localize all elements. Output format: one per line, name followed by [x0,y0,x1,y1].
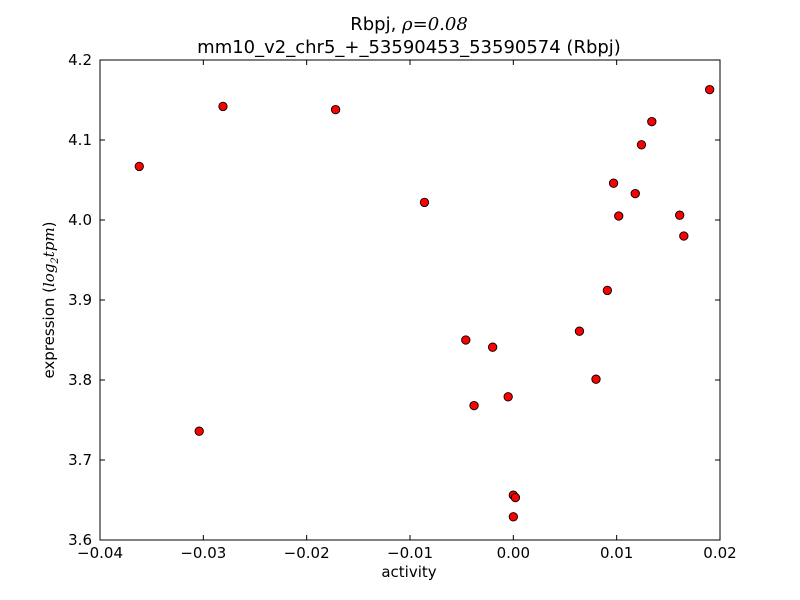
x-tick-label: −0.04 [77,544,123,562]
x-tick-label: 0.02 [703,544,736,562]
x-tick-label: 0.01 [600,544,633,562]
data-point [614,211,624,221]
title-line-1: Rbpj, ρ=0.08 [350,14,468,35]
x-tick-label: −0.03 [180,544,226,562]
data-point [679,231,689,241]
title-line-2: mm10_v2_chr5_+_53590453_53590574 (Rbpj) [197,37,621,58]
data-point [636,140,647,150]
x-tick-label: −0.01 [387,544,433,562]
data-point [608,178,619,188]
data-point [461,335,471,345]
y-axis-tick-labels: 3.6 3.7 3.8 3.9 4.0 4.1 4.2 [68,51,92,549]
y-tick-label: 4.1 [68,131,92,149]
chart-title: Rbpj, ρ=0.08 mm10_v2_chr5_+_53590453_535… [197,14,621,58]
data-point [705,84,715,95]
data-point [574,326,585,336]
data-point [675,210,685,220]
data-point [647,116,657,127]
data-point [218,101,228,112]
data-point [330,104,341,115]
x-tick-label: 0.00 [497,544,530,562]
x-tick-label: −0.02 [284,544,330,562]
data-point [469,400,479,411]
y-tick-label: 4.0 [68,211,92,229]
data-point [510,492,521,503]
plot-area [99,59,721,541]
data-point [508,512,518,522]
y-tick-label: 3.6 [68,531,92,549]
data-point [503,392,513,402]
data-point [194,426,204,436]
axis-ticks [99,59,721,541]
y-tick-label: 3.7 [68,451,92,469]
x-axis-label: activity [381,563,436,581]
y-tick-label: 4.2 [68,51,92,69]
y-axis-label: expression (log2tpm) [40,221,61,378]
x-axis-tick-labels: −0.04 −0.03 −0.02 −0.01 0.00 0.01 0.02 [77,544,737,562]
data-point [134,161,144,172]
data-point [419,197,430,208]
y-tick-label: 3.9 [68,291,92,309]
data-points [134,84,715,522]
y-tick-label: 3.8 [68,371,92,389]
data-point [591,374,601,384]
data-point [630,188,640,199]
data-point [602,285,613,296]
data-point [488,342,498,352]
